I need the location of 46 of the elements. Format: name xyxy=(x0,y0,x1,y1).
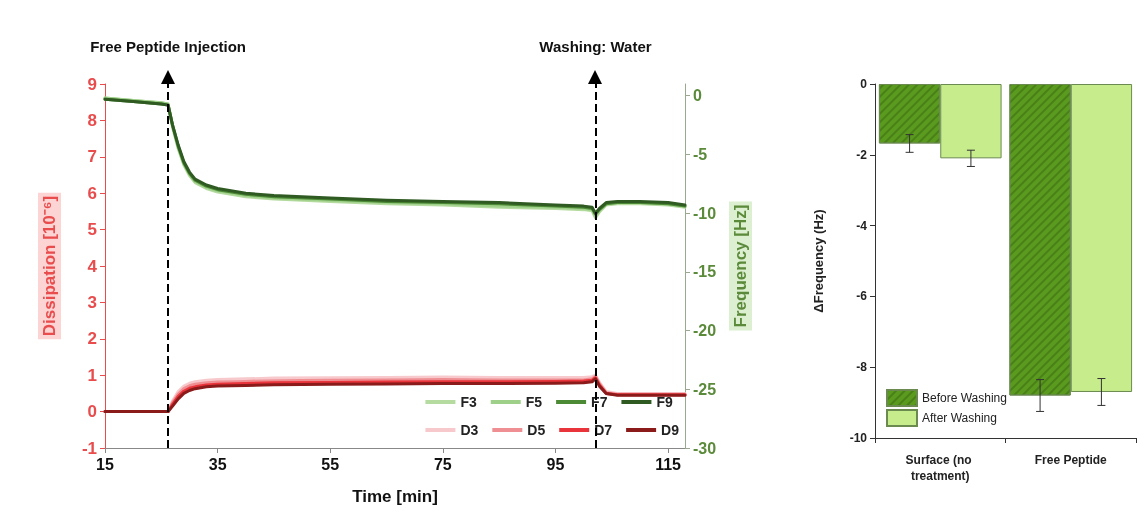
x-tick-label: 75 xyxy=(433,455,452,473)
y-axis-title: ΔFrequency (Hz) xyxy=(811,209,826,313)
y-tick-label: 3 xyxy=(87,292,97,312)
y-tick-label: 5 xyxy=(87,220,97,240)
y-tick-label: -2 xyxy=(856,147,868,162)
y-tick-label: -4 xyxy=(856,218,868,233)
legend-label: Before Washing xyxy=(922,391,1007,405)
y-tick-label: 4 xyxy=(87,256,98,276)
y-tick-label: 8 xyxy=(87,110,97,130)
y2-tick-label: -15 xyxy=(693,263,717,281)
ref-line-label: Free Peptide Injection xyxy=(90,38,247,55)
y-tick-label: 9 xyxy=(87,74,97,94)
y-tick-label: -1 xyxy=(81,438,97,458)
y2-tick-label: -25 xyxy=(693,380,717,398)
x-tick-label: Surface (no treatment) xyxy=(905,453,975,483)
ref-line-label: Washing: Water xyxy=(539,38,652,55)
y-tick-label: -6 xyxy=(856,289,868,304)
y2-tick-label: -5 xyxy=(693,145,708,163)
y-tick-label: 7 xyxy=(87,147,97,167)
x-tick-label: 115 xyxy=(655,455,682,473)
y2-axis-title: Frequency [Hz] xyxy=(731,204,750,328)
y-tick-label: -8 xyxy=(856,360,868,375)
x-tick-label: 15 xyxy=(96,455,114,473)
x-axis-title: Time [min] xyxy=(352,487,438,506)
y-tick-label: 0 xyxy=(87,402,97,422)
legend-label: D5 xyxy=(527,422,546,438)
legend-label: D9 xyxy=(661,422,680,438)
y-axis-title: Dissipation [10⁻⁶] xyxy=(40,195,59,337)
y-tick-label: -10 xyxy=(849,431,868,445)
legend-label: D3 xyxy=(460,422,479,438)
y2-tick-label: 0 xyxy=(693,87,702,105)
x-tick-label: 35 xyxy=(208,455,227,473)
y2-tick-label: -10 xyxy=(693,204,717,222)
legend-label: F3 xyxy=(460,394,477,410)
x-tick-label: Free Peptide xyxy=(1034,453,1108,467)
y-tick-label: 2 xyxy=(87,329,97,349)
x-tick-label: 95 xyxy=(546,455,565,473)
y-tick-label: 0 xyxy=(860,77,868,91)
y-tick-label: 1 xyxy=(87,365,97,385)
y-tick-label: 6 xyxy=(87,183,97,203)
legend-label: After Washing xyxy=(922,411,997,425)
legend-label: F5 xyxy=(525,394,543,410)
y2-tick-label: -20 xyxy=(693,322,717,340)
x-tick-label: 55 xyxy=(321,455,340,473)
legend-label: F9 xyxy=(656,394,673,410)
y2-tick-label: -30 xyxy=(693,439,717,457)
